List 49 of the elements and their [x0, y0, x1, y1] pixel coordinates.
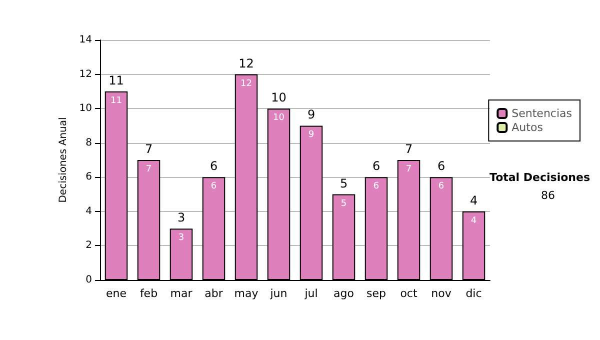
data-label: 6 — [210, 182, 217, 192]
annotation: Total Decisiones — [490, 171, 590, 184]
x-tick-label: oct — [400, 287, 418, 300]
y-tick-label: 14 — [79, 34, 92, 46]
data-label: 6 — [373, 182, 380, 192]
legend-label: Autos — [512, 121, 544, 134]
y-tick-label: 2 — [86, 240, 92, 252]
total-label: 6 — [210, 159, 218, 174]
total-label: 6 — [437, 159, 446, 174]
y-axis-title: Decisiones Anual — [58, 117, 69, 203]
data-label: 11 — [110, 96, 122, 106]
y-tick-label: 0 — [86, 274, 92, 286]
data-label: 7 — [406, 164, 412, 174]
y-tick-label: 4 — [86, 206, 92, 217]
data-label: 6 — [438, 182, 444, 192]
y-tick-label: 8 — [86, 137, 92, 148]
text: 86 — [541, 189, 556, 202]
data-label: 4 — [470, 216, 477, 226]
total-label: 10 — [271, 90, 286, 105]
x-tick-label: abr — [204, 287, 224, 300]
x-tick-label: ene — [106, 287, 127, 300]
y-tick-label: 12 — [79, 68, 92, 80]
data-label: 3 — [178, 233, 184, 244]
data-label: 5 — [340, 198, 347, 209]
x-tick-label: ago — [334, 287, 354, 300]
data-label: 9 — [308, 130, 314, 140]
data-label: 12 — [240, 78, 252, 89]
x-tick-label: feb — [140, 287, 158, 300]
total-label: 7 — [144, 142, 153, 156]
y-tick-label: 10 — [79, 103, 92, 114]
x-tick-label: dic — [466, 287, 482, 300]
total-label: 4 — [470, 193, 478, 208]
total-label: 3 — [177, 210, 186, 225]
data-label: 7 — [146, 164, 152, 174]
y-tick-label: 6 — [86, 172, 92, 183]
x-tick-label: may — [234, 287, 259, 300]
total-label: 12 — [238, 56, 254, 70]
total-label: 11 — [108, 73, 124, 88]
total-label: 7 — [404, 142, 413, 156]
x-tick-label: jun — [269, 287, 288, 300]
total-label: 5 — [340, 176, 348, 190]
x-tick-label: sep — [366, 287, 386, 300]
x-tick-label: mar — [170, 287, 193, 300]
total-label: 9 — [307, 108, 316, 122]
data-label: 10 — [273, 113, 285, 124]
legend-label: Sentencias — [512, 107, 572, 120]
x-tick-label: nov — [431, 287, 452, 300]
total-label: 6 — [372, 159, 380, 174]
x-tick-label: jul — [304, 287, 318, 300]
